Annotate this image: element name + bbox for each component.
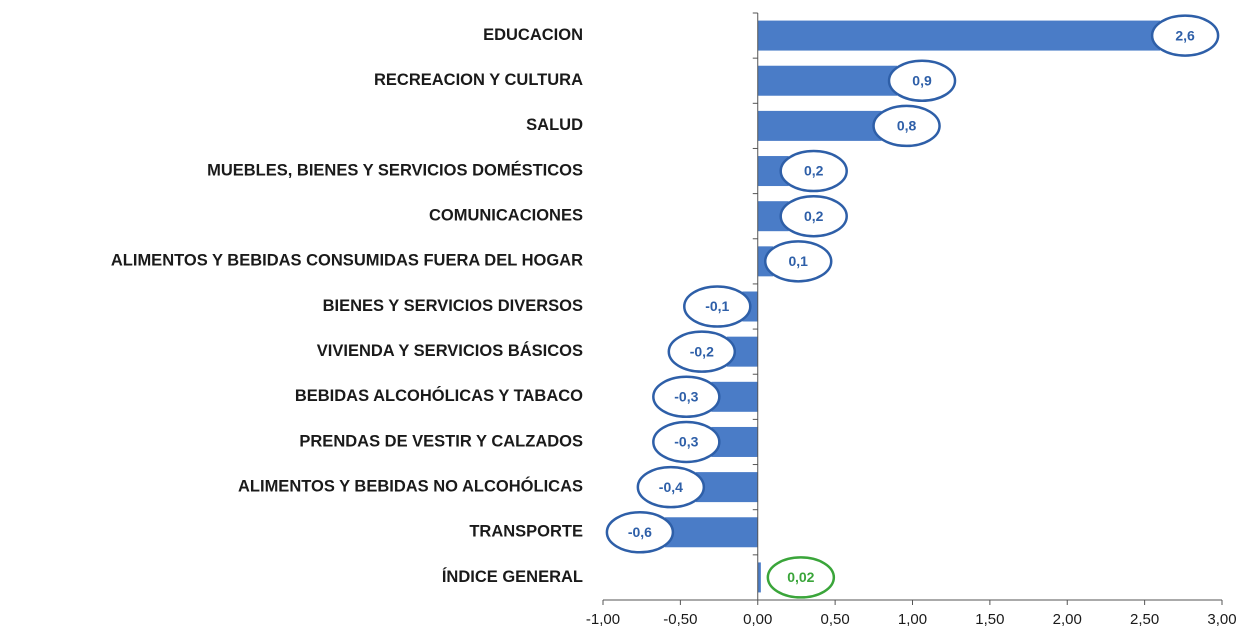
value-label-bubble — [763, 240, 833, 283]
value-label: -0,1 — [705, 298, 729, 314]
bar — [664, 517, 758, 548]
value-label-bubble — [872, 104, 941, 148]
value-label: 0,2 — [804, 208, 824, 224]
value-label-bubble — [887, 59, 957, 102]
x-tick-label: -1,00 — [586, 611, 620, 628]
value-label: -0,3 — [674, 389, 698, 405]
value-label: 0,2 — [804, 163, 824, 179]
category-label: BIENES Y SERVICIOS DIVERSOS — [323, 297, 583, 315]
category-label: ÍNDICE GENERAL — [442, 567, 583, 586]
value-label: 0,9 — [912, 72, 932, 88]
value-label: 0,02 — [787, 569, 814, 585]
category-label: BEBIDAS ALCOHÓLICAS Y TABACO — [295, 386, 583, 405]
category-label: EDUCACION — [483, 26, 583, 44]
category-label: RECREACION Y CULTURA — [374, 71, 583, 89]
category-label: MUEBLES, BIENES Y SERVICIOS DOMÉSTICOS — [207, 160, 583, 179]
value-label: -0,2 — [690, 343, 714, 359]
value-label: 0,1 — [788, 253, 808, 269]
x-tick-label: 1,00 — [898, 611, 927, 628]
category-label: ALIMENTOS Y BEBIDAS NO ALCOHÓLICAS — [238, 476, 583, 495]
value-label-bubble — [667, 330, 737, 373]
category-label: COMUNICACIONES — [429, 207, 583, 225]
x-tick-label: 0,00 — [743, 611, 772, 628]
bar — [695, 472, 758, 503]
x-tick-label: 1,50 — [975, 611, 1004, 628]
category-label: PRENDAS DE VESTIR Y CALZADOS — [299, 432, 583, 450]
value-label-bubble — [1150, 14, 1220, 57]
value-label-bubble — [766, 556, 836, 599]
value-label-bubble — [779, 194, 848, 238]
bar — [757, 65, 898, 96]
value-label-bubble — [683, 285, 752, 328]
value-label-bubble — [605, 511, 675, 554]
value-label: 2,6 — [1175, 27, 1195, 43]
x-tick-label: 0,50 — [821, 611, 850, 628]
x-tick-label: 2,00 — [1053, 611, 1082, 628]
value-label: -0,4 — [659, 479, 683, 495]
category-label: ALIMENTOS Y BEBIDAS CONSUMIDAS FUERA DEL… — [111, 252, 583, 270]
category-label: SALUD — [526, 116, 583, 134]
x-tick-label: 3,00 — [1207, 611, 1236, 628]
bar — [757, 562, 761, 593]
value-label: -0,6 — [628, 524, 652, 540]
value-label-bubble — [636, 465, 706, 509]
value-label: 0,8 — [897, 118, 917, 134]
value-label-bubble — [779, 149, 848, 193]
value-label-bubble — [652, 375, 721, 419]
bar — [757, 20, 1161, 51]
x-tick-label: -0,50 — [663, 611, 697, 628]
x-tick-label: 2,50 — [1130, 611, 1159, 628]
bar — [757, 110, 882, 141]
category-label: TRANSPORTE — [469, 523, 583, 541]
value-label-bubble — [652, 420, 721, 464]
category-label: VIVIENDA Y SERVICIOS BÁSICOS — [317, 341, 583, 360]
value-label: -0,3 — [674, 434, 698, 450]
